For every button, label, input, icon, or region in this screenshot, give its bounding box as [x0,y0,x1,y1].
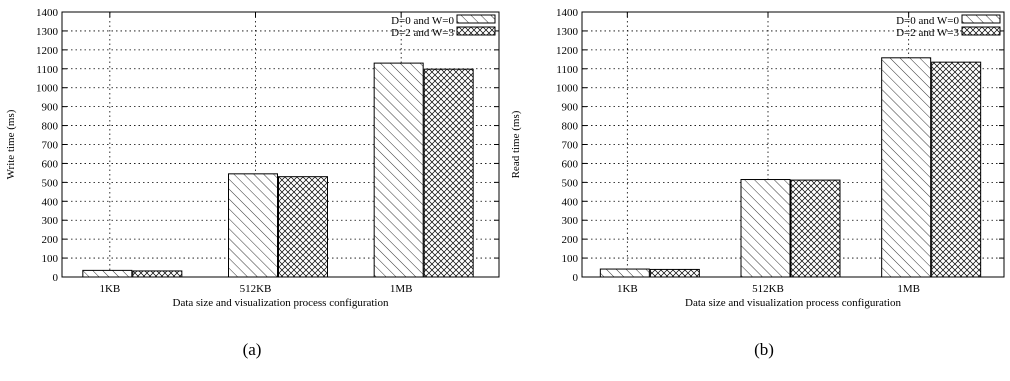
chart-b-y-tick-label: 100 [562,253,579,265]
chart-b-y-tick-label: 500 [562,177,579,189]
chart-b-y-tick-label: 1000 [556,83,579,95]
chart-b-legend-label: D=0 and W=0 [896,15,959,27]
chart-b-y-tick-label: 1400 [556,7,579,19]
chart-a-legend-swatch [456,14,496,24]
chart-a-bar-d2w3 [132,270,183,278]
chart-a-y-tick-label: 400 [42,196,59,208]
chart-a-bar-d0w0 [82,269,133,278]
chart-b-bar-d2w3 [931,61,982,278]
chart-b-bar-d0w0 [740,179,791,278]
chart-b-y-tick-label: 1200 [556,45,579,57]
chart-a-x-tick-label: 512KB [240,283,272,295]
chart-b-y-tick-label: 1300 [556,26,579,38]
chart-b-bar-d0w0 [599,268,650,278]
chart-a-y-tick-label: 600 [42,158,59,170]
chart-a-x-axis-label: Data size and visualization process conf… [173,297,389,309]
chart-a-x-tick-label: 1KB [99,283,120,295]
chart-a-y-tick-label: 200 [42,234,59,246]
chart-a-y-tick-label: 300 [42,215,59,227]
chart-a-y-tick-label: 1300 [36,26,59,38]
chart-b-bar-d0w0 [881,57,932,278]
chart-b-legend-swatch [961,14,1001,24]
chart-a-y-tick-label: 1000 [36,83,59,95]
chart-a-y-tick-label: 0 [53,272,59,284]
write-time-chart: 0 100 200 300 400 500 600 700 800 900 1000 1100 1200… [5,7,500,309]
chart-a-legend-swatch [456,26,496,36]
chart-a-bar-d0w0 [373,62,424,278]
chart-a-y-tick-label: 1100 [36,64,58,76]
chart-b-y-tick-label: 200 [562,234,579,246]
chart-b-y-tick-label: 1100 [556,64,578,76]
read-time-chart: 0 100 200 300 400 500 600 700 800 900 1000 1100 1200… [510,7,1005,309]
chart-a-y-tick-label: 500 [42,177,59,189]
chart-b-bar-d2w3 [649,268,700,278]
chart-a-y-tick-label: 700 [42,140,59,152]
chart-b-legend-swatch [961,26,1001,36]
chart-b-x-tick-label: 1KB [617,283,638,295]
chart-a-x-tick-label: 1MB [390,283,413,295]
caption-b: (b) [754,340,774,359]
caption-a: (a) [242,340,262,359]
chart-b-y-tick-label: 600 [562,158,579,170]
chart-b-y-tick-label: 400 [562,196,579,208]
chart-b-x-axis-label: Data size and visualization process conf… [685,297,901,309]
chart-b-y-tick-label: 800 [562,121,579,133]
chart-b-y-tick-label: 0 [573,272,579,284]
chart-a-y-tick-label: 100 [42,253,59,265]
chart-b-legend-label: D=2 and W=3 [896,27,959,39]
chart-a-y-tick-label: 1400 [36,7,59,19]
chart-a-y-axis-label: Write time (ms) [5,109,17,179]
chart-b-y-axis-label: Read time (ms) [510,110,522,178]
chart-a-bar-d2w3 [278,176,328,278]
chart-a-legend-label: D=2 and W=3 [391,27,454,39]
chart-b-y-tick-label: 300 [562,215,579,227]
chart-b-bar-d2w3 [790,179,841,278]
chart-b-y-tick-label: 700 [562,140,579,152]
chart-a-y-tick-label: 800 [42,121,59,133]
chart-a-legend-label: D=0 and W=0 [391,15,454,27]
chart-b-y-tick-label: 900 [562,102,579,114]
chart-a-y-tick-label: 1200 [36,45,59,57]
chart-b-x-tick-label: 512KB [752,283,784,295]
chart-a-bar-d0w0 [228,173,278,278]
chart-a-bar-d2w3 [423,68,474,278]
chart-a-y-tick-label: 900 [42,102,59,114]
chart-b-x-tick-label: 1MB [897,283,920,295]
